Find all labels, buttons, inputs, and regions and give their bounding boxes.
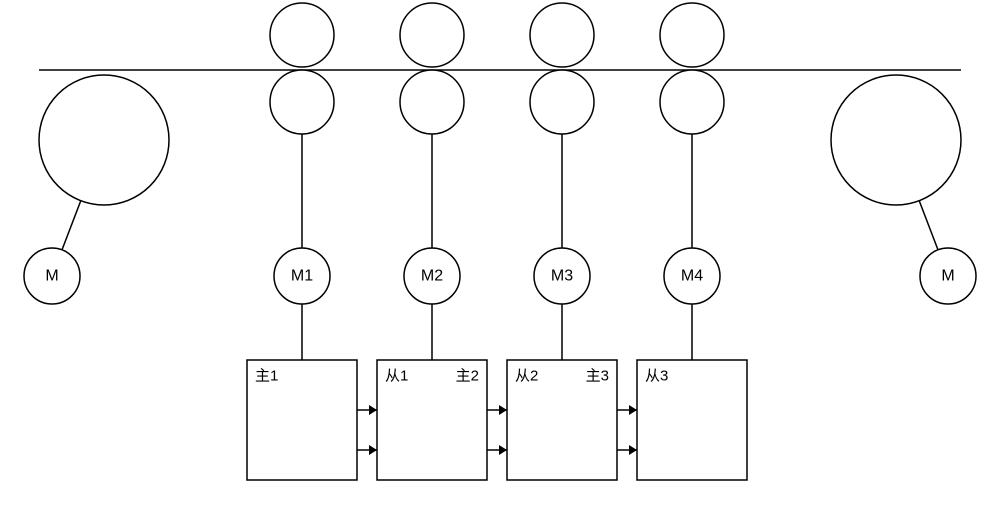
reel-right-motor-label: M [941, 268, 954, 285]
nip-top-0 [270, 3, 334, 67]
motor-1-label: M2 [421, 268, 443, 285]
reel-left [39, 75, 169, 205]
arrow-1-head [369, 445, 377, 455]
motor-0-label: M1 [291, 268, 313, 285]
arrow-3-head [499, 445, 507, 455]
nip-top-3 [660, 3, 724, 67]
arrow-4-head [629, 405, 637, 415]
arrow-2-head [499, 405, 507, 415]
drive-box-3-label-l: 从3 [645, 368, 668, 385]
reel-left-motor-label: M [45, 268, 58, 285]
drive-box-2-label-r: 主3 [586, 368, 609, 385]
nip-top-1 [400, 3, 464, 67]
nip-bot-0 [270, 70, 334, 134]
drive-box-1-label-l: 从1 [385, 368, 408, 385]
drive-box-2-label-l: 从2 [515, 368, 538, 385]
arrow-0-head [369, 405, 377, 415]
arrow-5-head [629, 445, 637, 455]
motor-2-label: M3 [551, 268, 573, 285]
nip-bot-3 [660, 70, 724, 134]
motor-3-label: M4 [681, 268, 703, 285]
drive-box-1-label-r: 主2 [456, 368, 479, 385]
nip-top-2 [530, 3, 594, 67]
drive-box-0-label-l: 主1 [255, 368, 278, 385]
nip-bot-1 [400, 70, 464, 134]
nip-bot-2 [530, 70, 594, 134]
reel-right [831, 75, 961, 205]
